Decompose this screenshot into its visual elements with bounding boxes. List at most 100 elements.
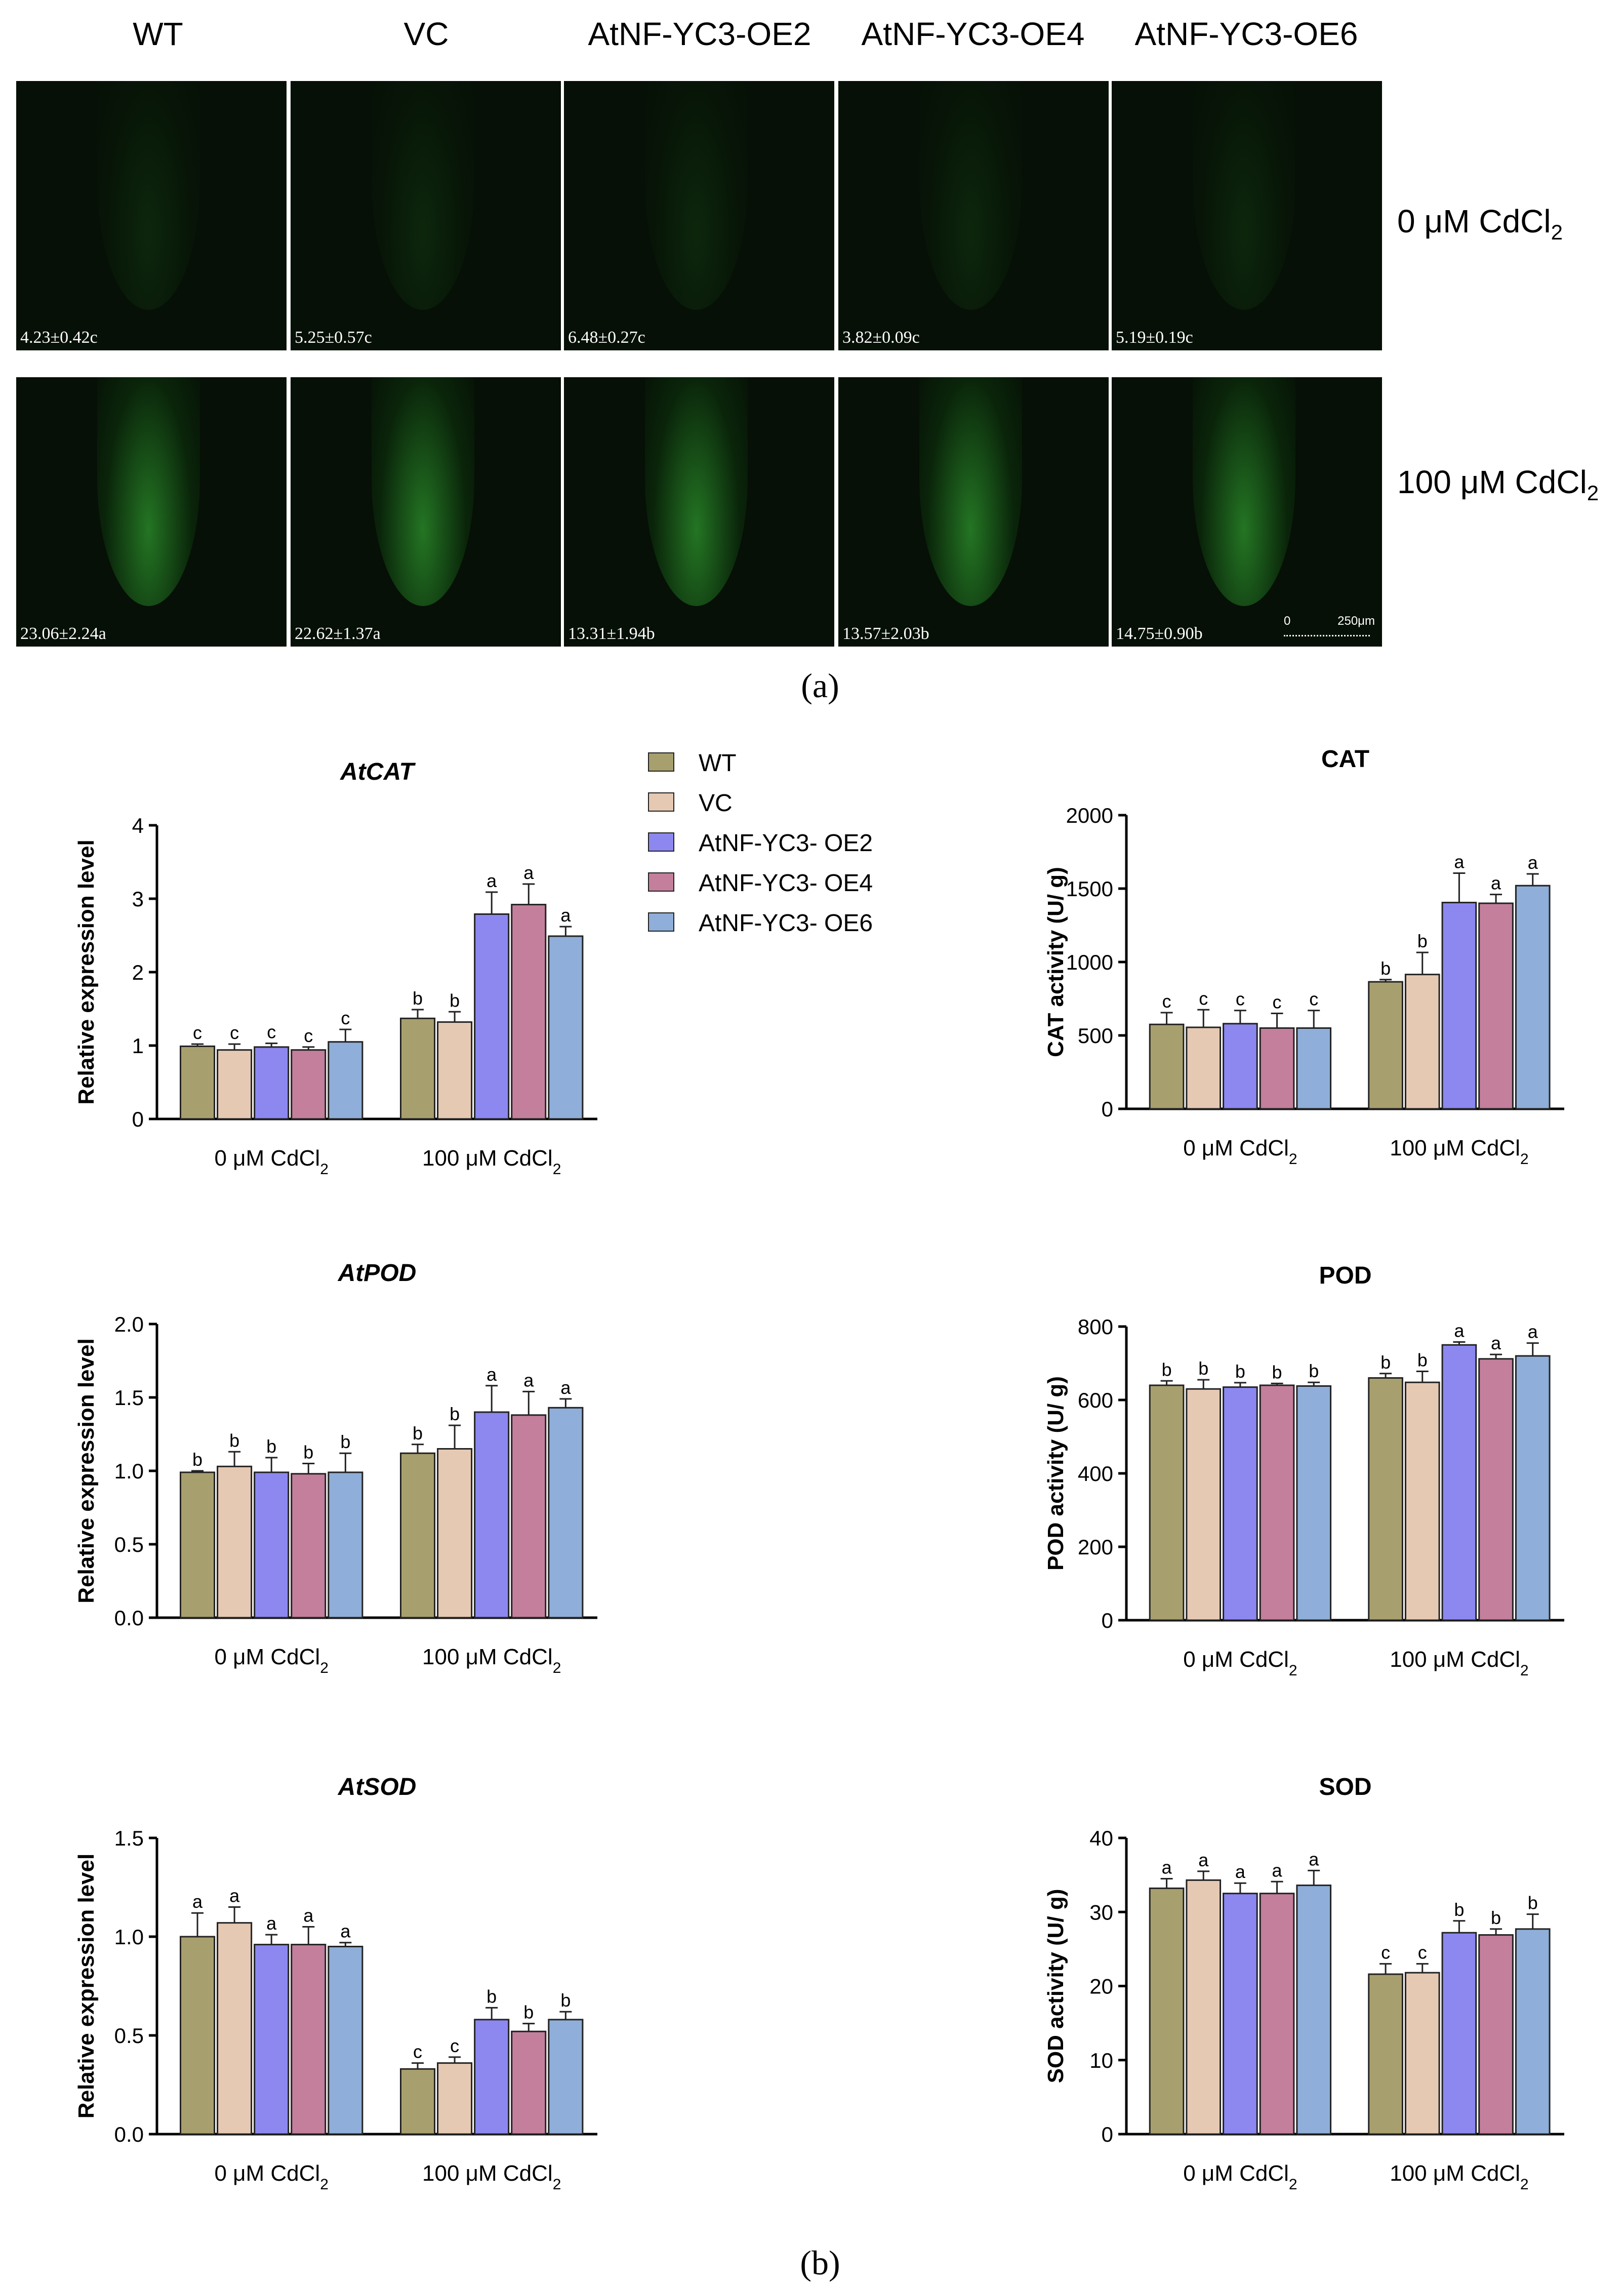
y-axis-label: CAT activity (U/ g) xyxy=(1043,867,1068,1057)
significance-letter: c xyxy=(1309,989,1318,1010)
chart-sod: SOD 0 10 20 30 40 SOD activity (U/ g) a a a a a 0 μM… xyxy=(1043,1774,1564,2193)
legend-label: AtNF-YC3- OE4 xyxy=(699,870,873,897)
y-tick-label: 40 xyxy=(1089,1826,1113,1850)
legend-swatch xyxy=(648,792,674,812)
significance-letter: c xyxy=(230,1022,239,1043)
chart-title: POD xyxy=(1319,1262,1371,1289)
y-tick-label: 10 xyxy=(1089,2049,1113,2072)
bar xyxy=(180,1045,216,1120)
bar xyxy=(328,1041,363,1120)
significance-letter: a xyxy=(229,1886,240,1906)
bar xyxy=(1223,1023,1258,1110)
x-category-label: 100 μM CdCl2 xyxy=(422,1146,561,1178)
y-tick-label: 1.5 xyxy=(114,1386,144,1410)
significance-letter: b xyxy=(560,1990,571,2011)
root-fluorescence xyxy=(645,81,748,310)
chart-cat: CAT 0 500 1000 1500 2000 CAT activity (U/ g) c c… xyxy=(1043,746,1564,1168)
root-fluorescence xyxy=(645,377,748,607)
significance-letter: b xyxy=(303,1442,313,1463)
y-tick-label: 4 xyxy=(132,814,144,837)
significance-letter: a xyxy=(1162,1857,1172,1877)
row-label-100uM: 100 μM CdCl2 xyxy=(1397,464,1599,505)
bar xyxy=(1515,1928,1551,2135)
bar xyxy=(254,1046,290,1120)
x-category-label: 100 μM CdCl2 xyxy=(1390,1647,1528,1679)
x-category-label: 100 μM CdCl2 xyxy=(1390,2161,1528,2193)
y-axis-label: Relative expression level xyxy=(74,1338,99,1603)
legend-swatch xyxy=(648,912,674,932)
bar xyxy=(511,2030,547,2135)
panel-a: WT VC AtNF-YC3-OE2 AtNF-YC3-OE4 AtNF-YC3… xyxy=(0,0,1624,719)
significance-letter: b xyxy=(1309,1360,1319,1381)
significance-letter: a xyxy=(1491,873,1501,894)
bar xyxy=(1368,981,1403,1110)
significance-letter: c xyxy=(304,1025,313,1046)
y-tick-label: 2.0 xyxy=(114,1312,144,1336)
significance-letter: c xyxy=(193,1022,202,1043)
significance-letter: b xyxy=(1417,931,1428,951)
fluorescence-value: 14.75±0.90b xyxy=(1116,624,1203,643)
bar xyxy=(217,1049,253,1120)
bar xyxy=(1441,902,1477,1110)
significance-letter: b xyxy=(1417,1349,1428,1370)
scale-bar-length: 250μm xyxy=(1337,614,1375,628)
y-tick-label: 0 xyxy=(1102,2122,1113,2146)
y-axis-label: SOD activity (U/ g) xyxy=(1043,1889,1068,2083)
bar xyxy=(400,2068,436,2135)
significance-letter: b xyxy=(266,1436,276,1457)
significance-letter: a xyxy=(266,1913,277,1934)
significance-letter: b xyxy=(1454,1899,1464,1920)
significance-letter: b xyxy=(523,2002,534,2023)
significance-letter: b xyxy=(1198,1358,1208,1379)
row-label-0uM: 0 μM CdCl2 xyxy=(1397,203,1563,244)
bar xyxy=(400,1017,436,1120)
bar xyxy=(1149,1023,1185,1110)
scale-bar: 0 250μm xyxy=(1284,614,1375,639)
bar xyxy=(474,1411,510,1619)
fluorescence-value: 3.82±0.09c xyxy=(842,328,920,347)
micrograph-r1-c4: 14.75±0.90b 0 250μm xyxy=(1112,377,1382,647)
x-category-label: 0 μM CdCl2 xyxy=(1183,2161,1297,2193)
significance-letter: a xyxy=(523,862,534,883)
bar xyxy=(328,1471,363,1619)
y-tick-label: 600 xyxy=(1078,1388,1113,1412)
fluorescence-value: 5.25±0.57c xyxy=(295,328,372,347)
bar xyxy=(548,2019,584,2135)
legend-label: VC xyxy=(699,790,733,817)
bar xyxy=(511,904,547,1120)
chart-atcat: AtCAT 0 1 2 3 4 Relative expression level c c c c c… xyxy=(74,758,597,1178)
significance-letter: a xyxy=(1528,852,1538,873)
significance-letter: b xyxy=(340,1431,350,1452)
significance-letter: c xyxy=(1236,989,1245,1010)
column-label-wt: WT xyxy=(133,16,183,52)
bar xyxy=(291,1944,327,2135)
bar xyxy=(1259,1384,1295,1621)
bar xyxy=(217,1465,253,1619)
legend-swatch xyxy=(648,872,674,892)
bar xyxy=(400,1452,436,1619)
significance-letter: c xyxy=(341,1008,350,1028)
y-tick-label: 0.5 xyxy=(114,1533,144,1556)
y-tick-label: 30 xyxy=(1089,1900,1113,1924)
micrograph-r0-c3: 3.82±0.09c xyxy=(838,81,1109,350)
significance-letter: b xyxy=(450,990,460,1011)
legend-label: AtNF-YC3- OE6 xyxy=(699,910,873,937)
panel-letter-b: (b) xyxy=(800,2243,840,2282)
bar xyxy=(328,1946,363,2135)
bar xyxy=(1296,1027,1332,1110)
bar xyxy=(511,1414,547,1619)
legend-swatch xyxy=(648,752,674,772)
x-category-label: 0 μM CdCl2 xyxy=(1183,1136,1297,1168)
bar xyxy=(1186,1879,1222,2135)
y-tick-label: 1.0 xyxy=(114,1459,144,1483)
fluorescence-value: 13.31±1.94b xyxy=(568,624,655,643)
y-tick-label: 400 xyxy=(1078,1462,1113,1486)
bar xyxy=(1186,1026,1222,1110)
significance-letter: b xyxy=(1381,958,1391,979)
y-tick-label: 3 xyxy=(132,887,144,911)
significance-letter: a xyxy=(1528,1321,1538,1342)
significance-letter: b xyxy=(413,988,423,1009)
chart-title: SOD xyxy=(1319,1774,1371,1800)
legend-swatch xyxy=(648,832,674,852)
bar xyxy=(474,2019,510,2135)
